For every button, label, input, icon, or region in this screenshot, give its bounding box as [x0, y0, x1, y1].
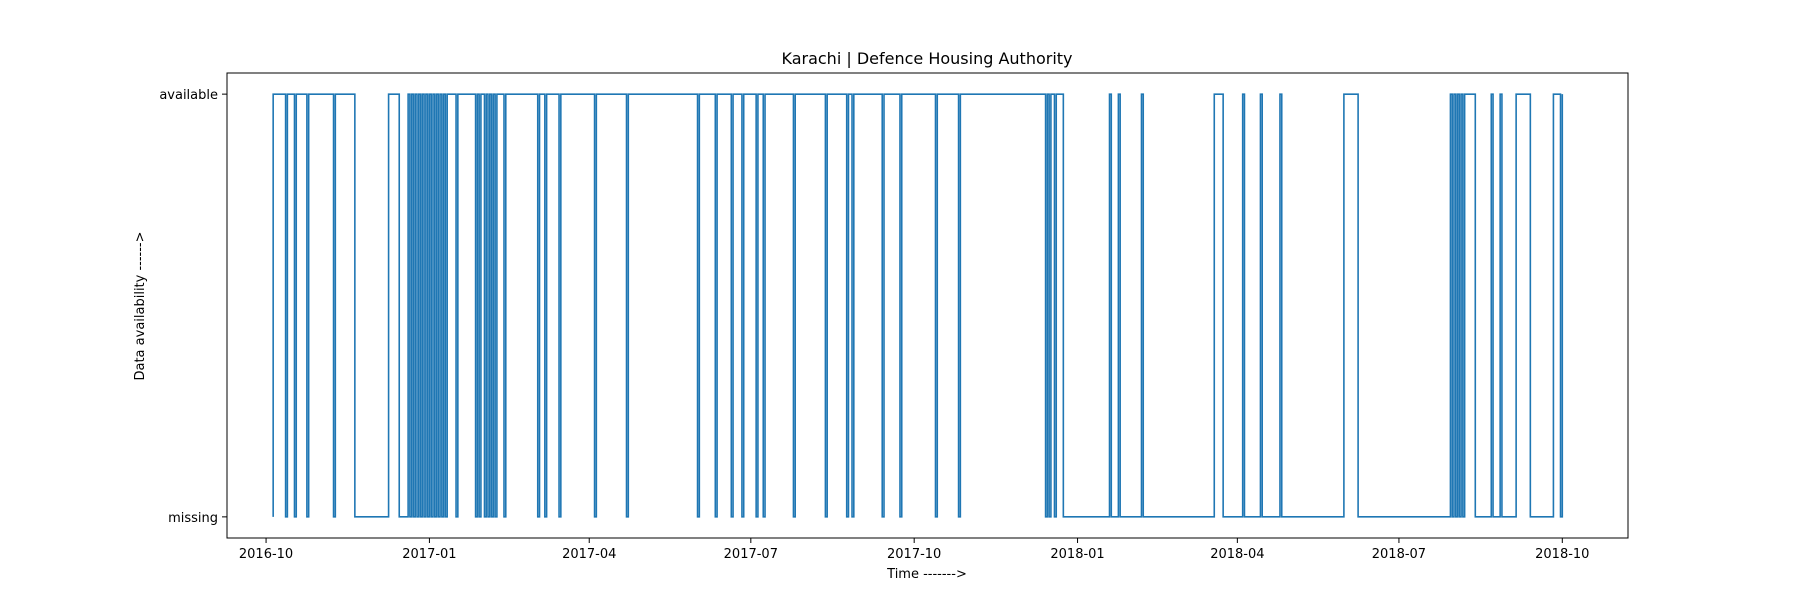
x-tick-label: 2018-07: [1372, 547, 1426, 562]
y-tick-label-missing: missing: [168, 511, 218, 526]
availability-series-line: [272, 93, 1564, 518]
y-axis-label: Data availability ------>: [133, 231, 148, 380]
x-tick-label: 2018-01: [1050, 547, 1104, 562]
x-tick-label: 2016-10: [239, 547, 293, 562]
x-tick-label: 2017-01: [402, 547, 456, 562]
x-tick-label: 2017-10: [887, 547, 941, 562]
x-tick-label: 2018-10: [1535, 547, 1589, 562]
y-tick-label-available: available: [159, 88, 218, 103]
chart-title: Karachi | Defence Housing Authority: [781, 49, 1072, 68]
x-tick-label: 2018-04: [1210, 547, 1264, 562]
plot-area: 2016-10 2017-01 2017-04 2017-07 2017-10 2018-…: [159, 72, 1629, 562]
x-axis-label: Time ------->: [886, 567, 967, 582]
axes-frame: [226, 72, 1629, 539]
x-tick-label: 2017-04: [562, 547, 616, 562]
x-tick-label: 2017-07: [724, 547, 778, 562]
